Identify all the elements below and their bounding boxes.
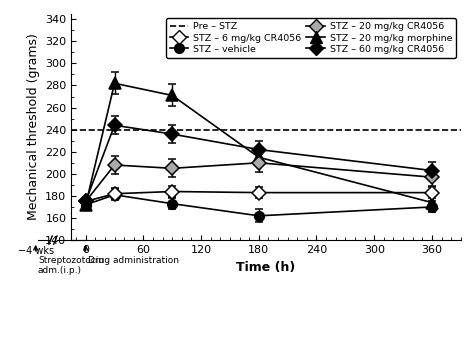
X-axis label: Time (h): Time (h)	[237, 261, 295, 273]
Legend: Pre – STZ, STZ – 6 mg/kg CR4056, STZ – vehicle, STZ – 20 mg/kg CR4056, STZ – 20 : Pre – STZ, STZ – 6 mg/kg CR4056, STZ – v…	[166, 19, 456, 58]
Text: Drug administration: Drug administration	[88, 256, 179, 264]
Y-axis label: Mechanical threshold (grams): Mechanical threshold (grams)	[27, 34, 39, 220]
Text: Streptozotocin
adm.(i.p.): Streptozotocin adm.(i.p.)	[38, 256, 104, 275]
Text: −4 wks: −4 wks	[18, 246, 54, 256]
